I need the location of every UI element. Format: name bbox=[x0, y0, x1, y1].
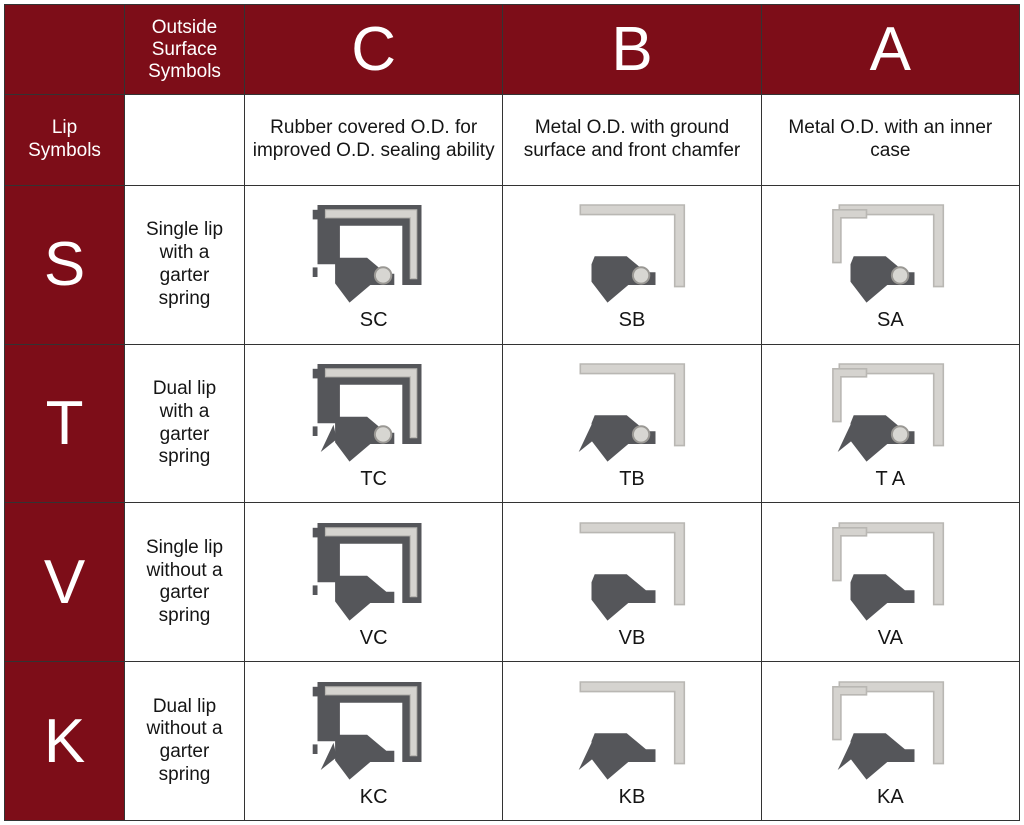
seal-cell-KC: KC bbox=[245, 662, 503, 821]
seal-icon bbox=[301, 356, 446, 468]
seal-code-KA: KA bbox=[877, 786, 904, 809]
header-col-C: C bbox=[245, 5, 503, 95]
seal-cell-KB: KB bbox=[503, 662, 761, 821]
lip-desc-T: Dual lipwith agarterspring bbox=[125, 344, 245, 503]
header-col-A: A bbox=[761, 5, 1019, 95]
header-outside-surface: OutsideSurfaceSymbols bbox=[125, 5, 245, 95]
lip-letter-K: K bbox=[5, 662, 125, 821]
header-blank-2 bbox=[125, 95, 245, 185]
seal-cell-SB: SB bbox=[503, 185, 761, 344]
seal-cell-KA: KA bbox=[761, 662, 1019, 821]
seal-code-SB: SB bbox=[619, 309, 646, 332]
header-col-B: B bbox=[503, 5, 761, 95]
seal-code-SC: SC bbox=[360, 309, 388, 332]
seal-code-TA: T A bbox=[876, 468, 906, 491]
lip-desc-V: Single lipwithout agarterspring bbox=[125, 503, 245, 662]
seal-code-VC: VC bbox=[360, 627, 388, 650]
seal-icon bbox=[559, 515, 704, 627]
seal-icon bbox=[818, 515, 963, 627]
seal-cell-TA: T A bbox=[761, 344, 1019, 503]
seal-cell-SC: SC bbox=[245, 185, 503, 344]
lip-letter-S: S bbox=[5, 185, 125, 344]
seal-code-TB: TB bbox=[619, 468, 645, 491]
header-blank bbox=[5, 5, 125, 95]
seal-cell-TB: TB bbox=[503, 344, 761, 503]
seal-code-SA: SA bbox=[877, 309, 904, 332]
seal-symbol-table: OutsideSurfaceSymbols C B A LipSymbols R… bbox=[4, 4, 1020, 821]
seal-code-VA: VA bbox=[878, 627, 903, 650]
seal-cell-VA: VA bbox=[761, 503, 1019, 662]
seal-icon bbox=[559, 356, 704, 468]
lip-letter-T: T bbox=[5, 344, 125, 503]
seal-code-KC: KC bbox=[360, 786, 388, 809]
seal-icon bbox=[301, 197, 446, 309]
seal-icon bbox=[301, 674, 446, 786]
seal-icon bbox=[301, 515, 446, 627]
seal-icon bbox=[559, 197, 704, 309]
seal-icon bbox=[818, 356, 963, 468]
col-desc-B: Metal O.D. with ground surface and front… bbox=[503, 95, 761, 185]
lip-desc-S: Single lipwith agarterspring bbox=[125, 185, 245, 344]
seal-icon bbox=[818, 197, 963, 309]
seal-icon bbox=[559, 674, 704, 786]
seal-cell-SA: SA bbox=[761, 185, 1019, 344]
col-desc-A: Metal O.D. with an inner case bbox=[761, 95, 1019, 185]
lip-desc-K: Dual lipwithout agarterspring bbox=[125, 662, 245, 821]
seal-code-VB: VB bbox=[619, 627, 646, 650]
seal-cell-TC: TC bbox=[245, 344, 503, 503]
seal-cell-VB: VB bbox=[503, 503, 761, 662]
col-desc-C: Rubber covered O.D. for improved O.D. se… bbox=[245, 95, 503, 185]
seal-cell-VC: VC bbox=[245, 503, 503, 662]
lip-letter-V: V bbox=[5, 503, 125, 662]
header-lip-symbols: LipSymbols bbox=[5, 95, 125, 185]
seal-code-TC: TC bbox=[360, 468, 387, 491]
seal-code-KB: KB bbox=[619, 786, 646, 809]
seal-icon bbox=[818, 674, 963, 786]
